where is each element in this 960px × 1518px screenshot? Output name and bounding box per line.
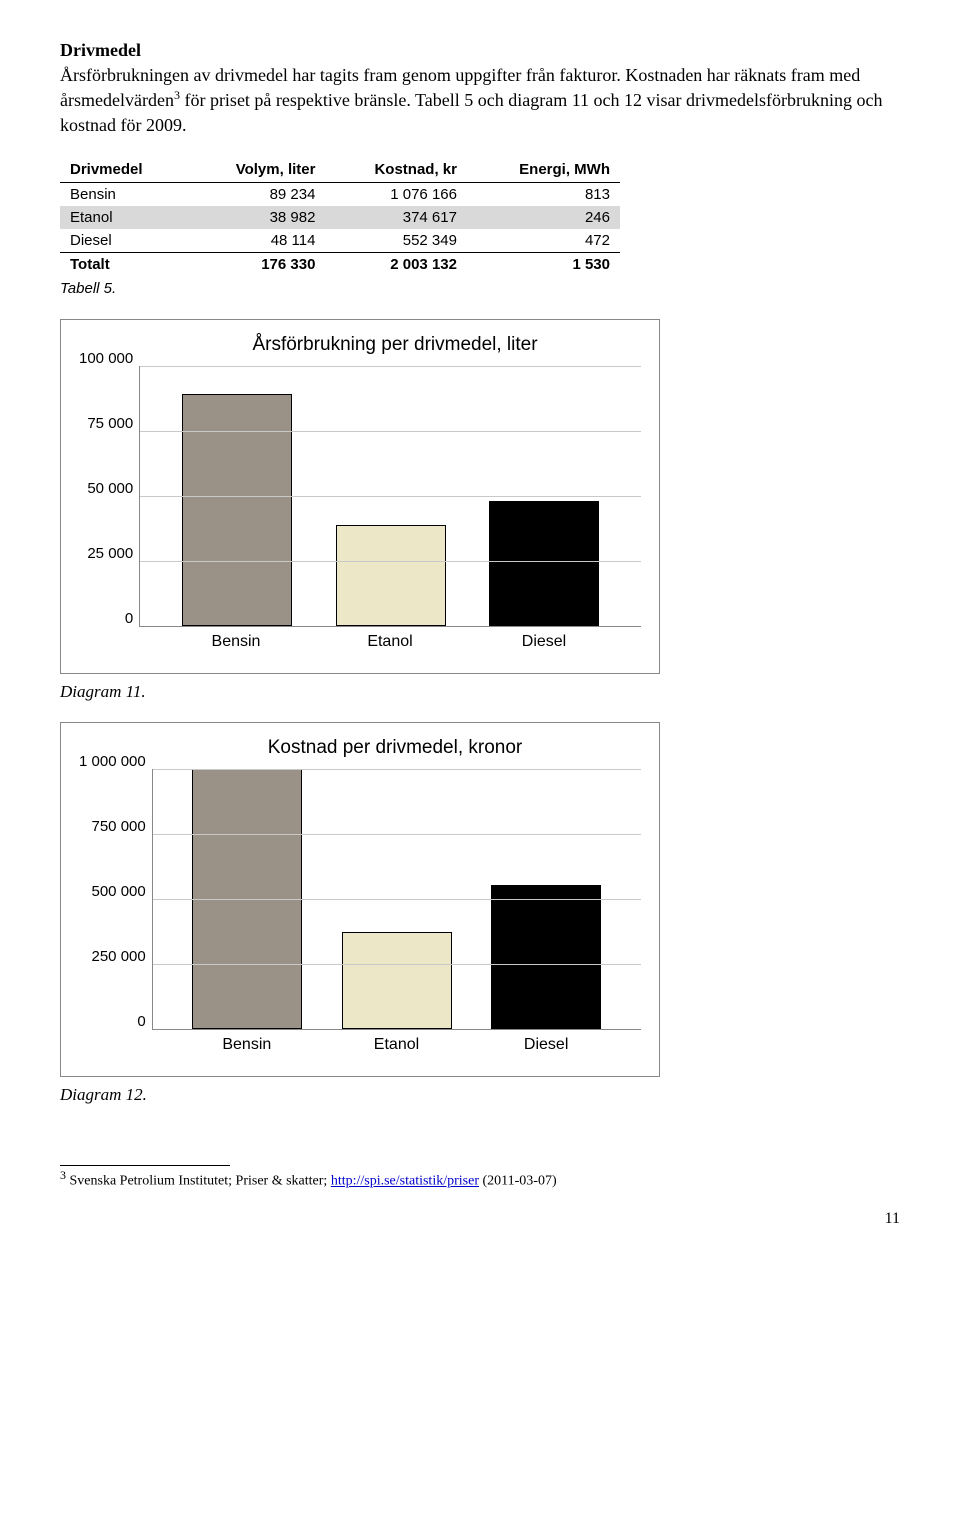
gridline bbox=[153, 769, 641, 770]
fuel-table: Drivmedel Volym, liter Kostnad, kr Energ… bbox=[60, 155, 620, 276]
bar bbox=[336, 525, 446, 626]
bar bbox=[489, 501, 599, 626]
gridline bbox=[140, 561, 641, 562]
section-title: Drivmedel bbox=[60, 40, 900, 61]
cell: 1 530 bbox=[467, 252, 620, 276]
footnote-text2: (2011-03-07) bbox=[479, 1174, 557, 1189]
th-kostnad: Kostnad, kr bbox=[325, 155, 467, 183]
cell: 246 bbox=[467, 206, 620, 229]
chart1-plot-area bbox=[139, 366, 641, 627]
chart1-x-labels: Bensin Etanol Diesel bbox=[139, 627, 641, 651]
table-header-row: Drivmedel Volym, liter Kostnad, kr Energ… bbox=[60, 155, 620, 183]
table-total-row: Totalt 176 330 2 003 132 1 530 bbox=[60, 252, 620, 276]
cell: 176 330 bbox=[188, 252, 326, 276]
table-row: Diesel 48 114 552 349 472 bbox=[60, 229, 620, 253]
cell-label: Etanol bbox=[60, 206, 188, 229]
chart2-plot-area bbox=[152, 769, 641, 1030]
x-label: Diesel bbox=[489, 633, 599, 651]
cell: 374 617 bbox=[325, 206, 467, 229]
th-drivmedel: Drivmedel bbox=[60, 155, 188, 183]
table-row: Etanol 38 982 374 617 246 bbox=[60, 206, 620, 229]
chart1-box: Årsförbrukning per drivmedel, liter 100 … bbox=[60, 319, 660, 674]
th-energi: Energi, MWh bbox=[467, 155, 620, 183]
footnote-rule bbox=[60, 1165, 230, 1166]
gridline bbox=[153, 964, 641, 965]
cell-label: Bensin bbox=[60, 182, 188, 206]
chart1-title: Årsförbrukning per drivmedel, liter bbox=[149, 334, 641, 356]
cell: 2 003 132 bbox=[325, 252, 467, 276]
footnote-text1: Svenska Petrolium Institutet; Priser & s… bbox=[66, 1174, 331, 1189]
cell-label: Diesel bbox=[60, 229, 188, 253]
gridline bbox=[140, 431, 641, 432]
page-number: 11 bbox=[60, 1210, 900, 1228]
gridline bbox=[153, 834, 641, 835]
cell: 552 349 bbox=[325, 229, 467, 253]
bar bbox=[491, 885, 601, 1029]
table-row: Bensin 89 234 1 076 166 813 bbox=[60, 182, 620, 206]
footnote-link[interactable]: http://spi.se/statistik/priser bbox=[331, 1174, 479, 1189]
bar bbox=[182, 394, 292, 626]
x-label: Diesel bbox=[491, 1036, 601, 1054]
gridline bbox=[153, 899, 641, 900]
cell: 89 234 bbox=[188, 182, 326, 206]
gridline bbox=[140, 366, 641, 367]
cell: 38 982 bbox=[188, 206, 326, 229]
chart2-box: Kostnad per drivmedel, kronor 1 000 0007… bbox=[60, 722, 660, 1077]
chart2-caption: Diagram 12. bbox=[60, 1085, 900, 1105]
para-part2: för priset på respektive bränsle. Tabell… bbox=[60, 90, 883, 134]
table-caption: Tabell 5. bbox=[60, 280, 900, 297]
cell: 48 114 bbox=[188, 229, 326, 253]
intro-paragraph: Årsförbrukningen av drivmedel har tagits… bbox=[60, 63, 900, 137]
cell: 472 bbox=[467, 229, 620, 253]
bar bbox=[342, 932, 452, 1029]
cell: 813 bbox=[467, 182, 620, 206]
x-label: Bensin bbox=[192, 1036, 302, 1054]
th-volym: Volym, liter bbox=[188, 155, 326, 183]
chart1-y-axis: 100 00075 00050 00025 0000 bbox=[79, 366, 139, 626]
chart1-caption: Diagram 11. bbox=[60, 682, 900, 702]
chart2-x-labels: Bensin Etanol Diesel bbox=[152, 1030, 641, 1054]
footnote: 3 Svenska Petrolium Institutet; Priser &… bbox=[60, 1168, 900, 1190]
chart2-y-axis: 1 000 000750 000500 000250 0000 bbox=[79, 769, 152, 1029]
x-label: Bensin bbox=[181, 633, 291, 651]
chart2-title: Kostnad per drivmedel, kronor bbox=[149, 737, 641, 759]
x-label: Etanol bbox=[335, 633, 445, 651]
x-label: Etanol bbox=[341, 1036, 451, 1054]
cell-label: Totalt bbox=[60, 252, 188, 276]
gridline bbox=[140, 496, 641, 497]
cell: 1 076 166 bbox=[325, 182, 467, 206]
